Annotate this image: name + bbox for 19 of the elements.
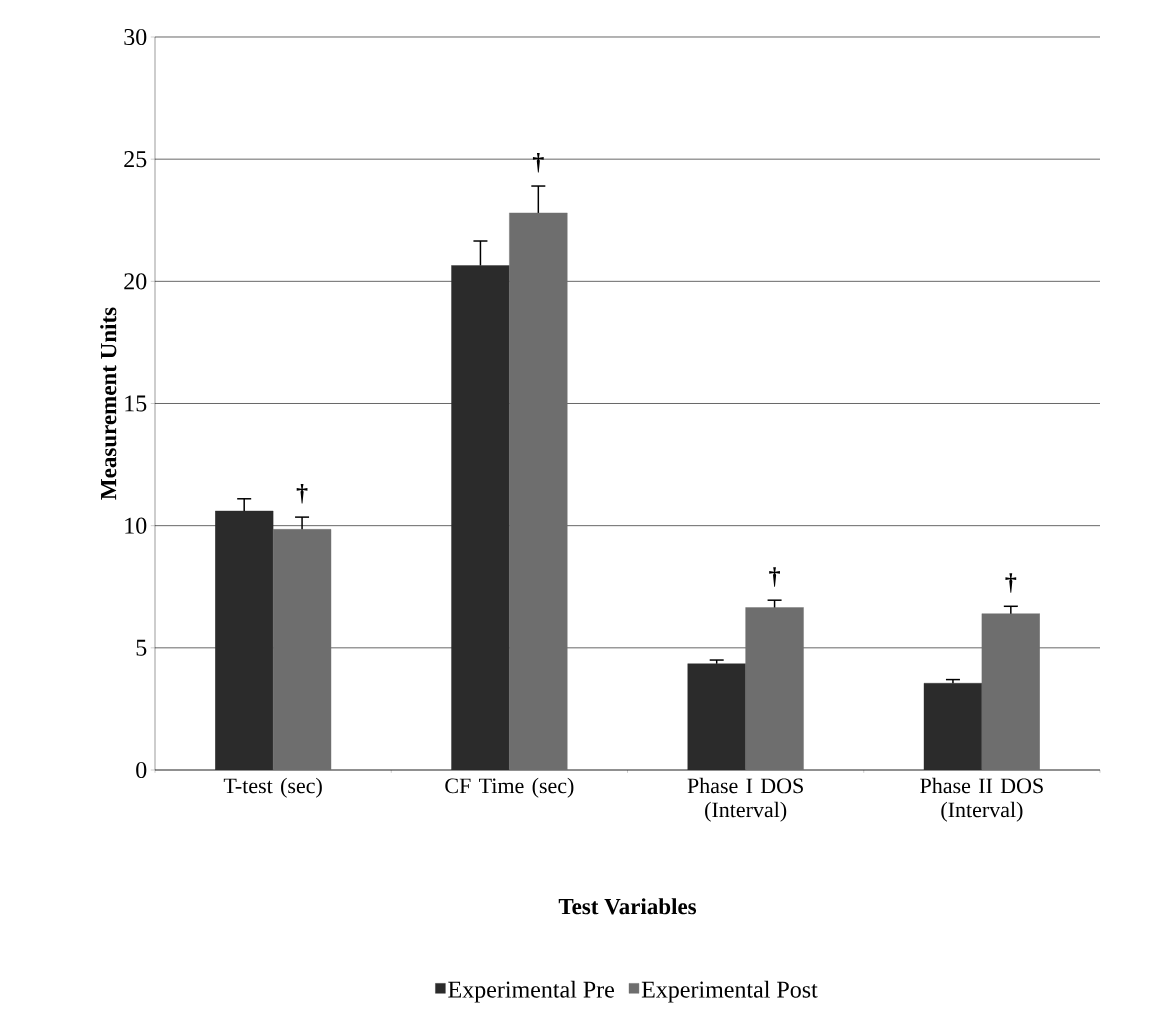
x-tick-label: Phase I DOS (Interval) <box>687 777 803 822</box>
y-tick-label: 0 <box>136 761 147 779</box>
x-tick-label: T-test (sec) <box>223 777 322 798</box>
y-tick-label: 20 <box>124 273 147 290</box>
annotation: † <box>296 484 308 504</box>
x-tick-label: CF Time (sec) <box>445 777 574 798</box>
y-tick-label: 5 <box>136 639 147 656</box>
annotation: † <box>1005 573 1017 593</box>
annotation: † <box>769 567 780 587</box>
y-tick-label: 10 <box>125 517 147 534</box>
legend-label: Experimental Pre <box>448 980 615 1003</box>
x-tick-label: Phase II DOS (Interval) <box>920 777 1043 822</box>
y-tick-label: 30 <box>124 28 147 46</box>
y-axis-title: Measurement Units <box>100 307 117 500</box>
x-axis-title: Test Variables <box>558 898 697 915</box>
y-tick-label: 25 <box>124 151 147 168</box>
y-tick-label: 15 <box>125 395 147 412</box>
annotation: † <box>532 153 544 173</box>
legend-label: Experimental Post <box>641 980 818 1003</box>
